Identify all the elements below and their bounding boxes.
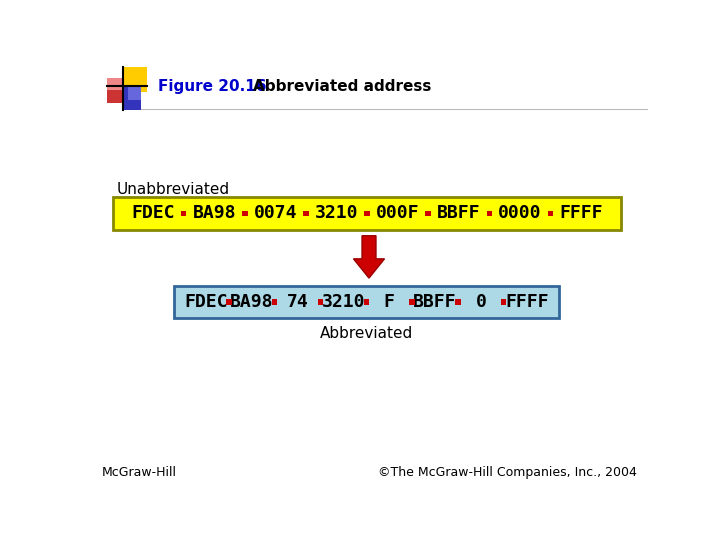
Text: Figure 20.16: Figure 20.16	[158, 79, 266, 94]
Text: Abbreviated address: Abbreviated address	[232, 79, 431, 94]
FancyBboxPatch shape	[303, 211, 309, 216]
Text: FFFF: FFFF	[559, 205, 603, 222]
Polygon shape	[354, 236, 384, 278]
FancyBboxPatch shape	[127, 85, 141, 100]
Text: 3210: 3210	[315, 205, 359, 222]
FancyBboxPatch shape	[487, 211, 492, 216]
FancyBboxPatch shape	[410, 299, 415, 305]
FancyBboxPatch shape	[318, 299, 323, 305]
Text: FDEC: FDEC	[131, 205, 175, 222]
Text: 74: 74	[287, 293, 308, 311]
Text: 0074: 0074	[253, 205, 297, 222]
Text: BBFF: BBFF	[437, 205, 480, 222]
FancyBboxPatch shape	[174, 286, 559, 318]
FancyBboxPatch shape	[548, 211, 553, 216]
FancyBboxPatch shape	[455, 299, 461, 305]
Text: 3210: 3210	[322, 293, 365, 311]
FancyBboxPatch shape	[226, 299, 232, 305]
Text: BBFF: BBFF	[413, 293, 456, 311]
Text: FDEC: FDEC	[184, 293, 228, 311]
Text: 000F: 000F	[376, 205, 419, 222]
FancyBboxPatch shape	[242, 211, 248, 216]
FancyBboxPatch shape	[107, 78, 132, 103]
FancyBboxPatch shape	[122, 67, 148, 92]
FancyBboxPatch shape	[113, 197, 621, 230]
FancyBboxPatch shape	[272, 299, 277, 305]
Text: Abbreviated: Abbreviated	[320, 326, 413, 341]
Text: Unabbreviated: Unabbreviated	[117, 182, 230, 197]
FancyBboxPatch shape	[122, 85, 141, 110]
FancyBboxPatch shape	[181, 211, 186, 216]
FancyBboxPatch shape	[501, 299, 506, 305]
Text: F: F	[384, 293, 395, 311]
FancyBboxPatch shape	[364, 211, 370, 216]
Text: 0000: 0000	[498, 205, 541, 222]
FancyBboxPatch shape	[426, 211, 431, 216]
Text: 0: 0	[475, 293, 486, 311]
Text: BA98: BA98	[192, 205, 236, 222]
Text: FFFF: FFFF	[505, 293, 549, 311]
FancyBboxPatch shape	[107, 78, 122, 90]
Text: McGraw-Hill: McGraw-Hill	[102, 467, 176, 480]
Text: ©The McGraw-Hill Companies, Inc., 2004: ©The McGraw-Hill Companies, Inc., 2004	[377, 467, 636, 480]
Text: BA98: BA98	[230, 293, 274, 311]
FancyBboxPatch shape	[364, 299, 369, 305]
